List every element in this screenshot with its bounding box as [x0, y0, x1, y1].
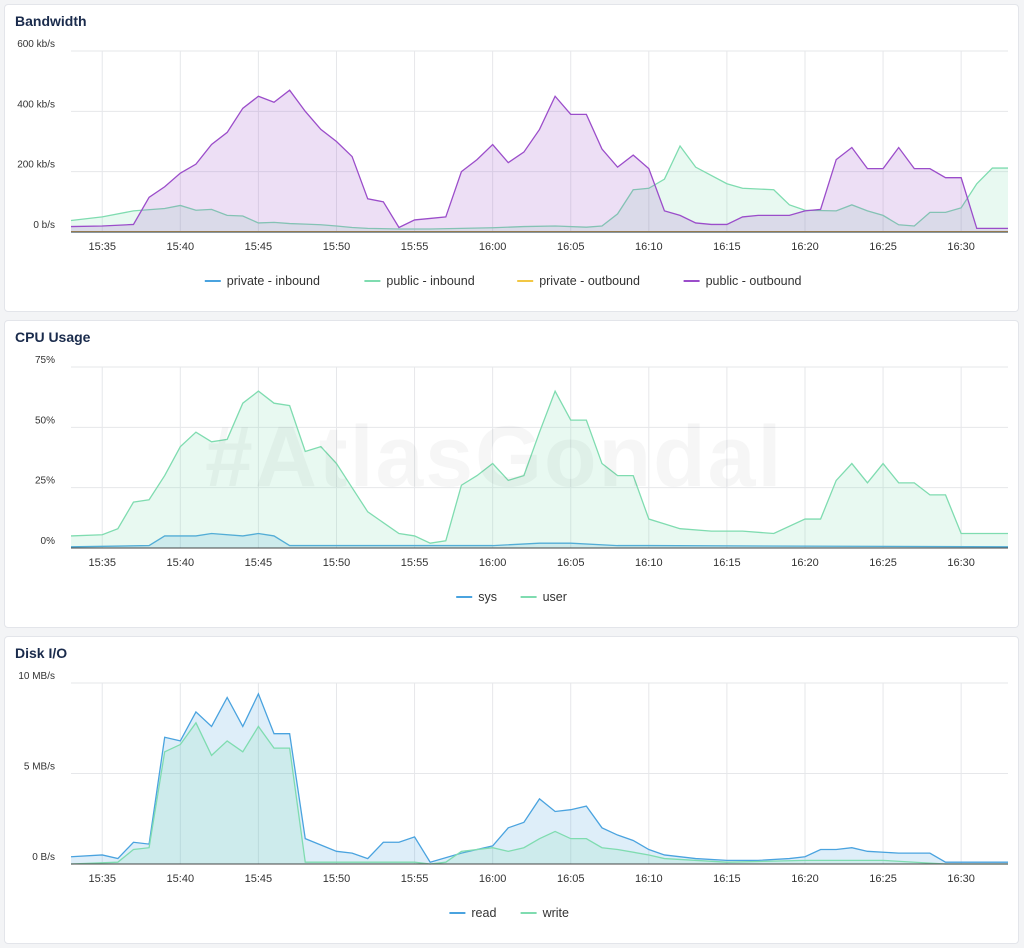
- x-tick-label: 16:10: [635, 241, 663, 253]
- disk-io-panel: Disk I/O 15:35 15:40 15:45 15:50 15:55 16:00 1…: [4, 636, 1019, 944]
- y-tick-label: 600 kb/s: [17, 39, 55, 50]
- x-tick-label: 15:40: [167, 557, 195, 569]
- x-tick-label: 16:25: [869, 873, 897, 885]
- x-tick-label: 16:00: [479, 873, 507, 885]
- y-tick-label: 0%: [41, 536, 56, 547]
- x-tick-label: 16:10: [635, 873, 663, 885]
- x-tick-label: 16:05: [557, 873, 585, 885]
- cpu-usage-chart: 15:35 15:40 15:45 15:50 15:55 16:00 16:05 16:10…: [35, 355, 1009, 604]
- x-tick-label: 16:20: [791, 873, 819, 885]
- x-tick-label: 16:20: [791, 557, 819, 569]
- y-tick-label: 200 kb/s: [17, 160, 55, 171]
- x-tick-label: 16:15: [713, 557, 741, 569]
- series-line: [70, 144, 1008, 230]
- series-line: [70, 89, 1008, 230]
- x-tick-label: 15:35: [88, 873, 116, 885]
- legend-label: private - inbound: [227, 274, 320, 288]
- legend-label: read: [471, 906, 496, 920]
- x-tick-label: 16:30: [947, 241, 975, 253]
- legend-label: write: [542, 906, 569, 920]
- legend-item: sys: [456, 590, 497, 604]
- legend-item: public - outbound: [683, 274, 802, 288]
- series-area: [71, 693, 1008, 864]
- x-tick-label: 16:20: [791, 241, 819, 253]
- series-area: [71, 146, 1008, 232]
- legend-item: read: [449, 906, 496, 920]
- x-tick-label: 15:45: [245, 557, 273, 569]
- x-tick-label: 16:30: [947, 873, 975, 885]
- legend-item: private - inbound: [204, 274, 320, 288]
- legend-item: write: [520, 906, 569, 920]
- series-area: [71, 90, 1008, 232]
- series-line: [70, 389, 1008, 544]
- x-tick-label: 15:55: [401, 873, 429, 885]
- chart-title: Disk I/O: [15, 645, 68, 661]
- x-tick-label: 15:35: [88, 557, 116, 569]
- y-tick-label: 50%: [35, 415, 55, 426]
- x-tick-label: 15:40: [167, 241, 195, 253]
- x-tick-label: 16:15: [713, 241, 741, 253]
- x-tick-label: 15:50: [323, 557, 351, 569]
- legend-item: user: [520, 590, 567, 604]
- x-tick-label: 16:30: [947, 557, 975, 569]
- series-area: [71, 391, 1008, 548]
- x-tick-label: 15:45: [245, 873, 273, 885]
- legend-label: sys: [478, 590, 497, 604]
- chart-title: Bandwidth: [15, 13, 87, 29]
- x-tick-label: 15:55: [401, 557, 429, 569]
- x-tick-label: 15:50: [323, 873, 351, 885]
- bandwidth-chart: 15:35 15:40 15:45 15:50 15:55 16:00 16:05 16:10…: [17, 39, 1008, 288]
- x-tick-label: 16:10: [635, 557, 663, 569]
- y-tick-label: 10 MB/s: [18, 671, 55, 682]
- x-tick-label: 16:25: [869, 557, 897, 569]
- x-tick-label: 15:40: [167, 873, 195, 885]
- legend-item: private - outbound: [517, 274, 640, 288]
- legend-label: user: [543, 590, 567, 604]
- x-tick-label: 16:00: [479, 557, 507, 569]
- x-tick-label: 16:05: [557, 241, 585, 253]
- x-tick-label: 16:25: [869, 241, 897, 253]
- x-tick-label: 16:15: [713, 873, 741, 885]
- cpu-usage-panel: CPU Usage 15:35 15:40 15:45 15:50 15:55 16:00…: [4, 320, 1019, 628]
- x-tick-label: 16:00: [479, 241, 507, 253]
- legend-label: private - outbound: [539, 274, 640, 288]
- series-line: [70, 692, 1008, 863]
- legend-item: public - inbound: [364, 274, 475, 288]
- x-tick-label: 15:45: [245, 241, 273, 253]
- y-tick-label: 0 B/s: [32, 852, 55, 863]
- legend-label: public - inbound: [386, 274, 474, 288]
- x-tick-label: 16:05: [557, 557, 585, 569]
- x-tick-label: 15:35: [88, 241, 116, 253]
- y-tick-label: 75%: [35, 355, 55, 366]
- y-tick-label: 0 b/s: [33, 220, 55, 231]
- bandwidth-panel: Bandwidth 15:35 15:40 15:45 15:50 15:55 16:00…: [4, 4, 1019, 312]
- series-line: [70, 721, 1008, 865]
- disk-io-chart: 15:35 15:40 15:45 15:50 15:55 16:00 16:05 16:10…: [18, 671, 1008, 920]
- series-line: [70, 532, 1009, 548]
- y-tick-label: 5 MB/s: [24, 762, 55, 773]
- x-tick-label: 15:55: [401, 241, 429, 253]
- series-area: [71, 722, 1008, 864]
- y-tick-label: 25%: [35, 476, 55, 487]
- legend-label: public - outbound: [706, 274, 802, 288]
- y-tick-label: 400 kb/s: [17, 99, 55, 110]
- x-tick-label: 15:50: [323, 241, 351, 253]
- chart-title: CPU Usage: [15, 329, 91, 345]
